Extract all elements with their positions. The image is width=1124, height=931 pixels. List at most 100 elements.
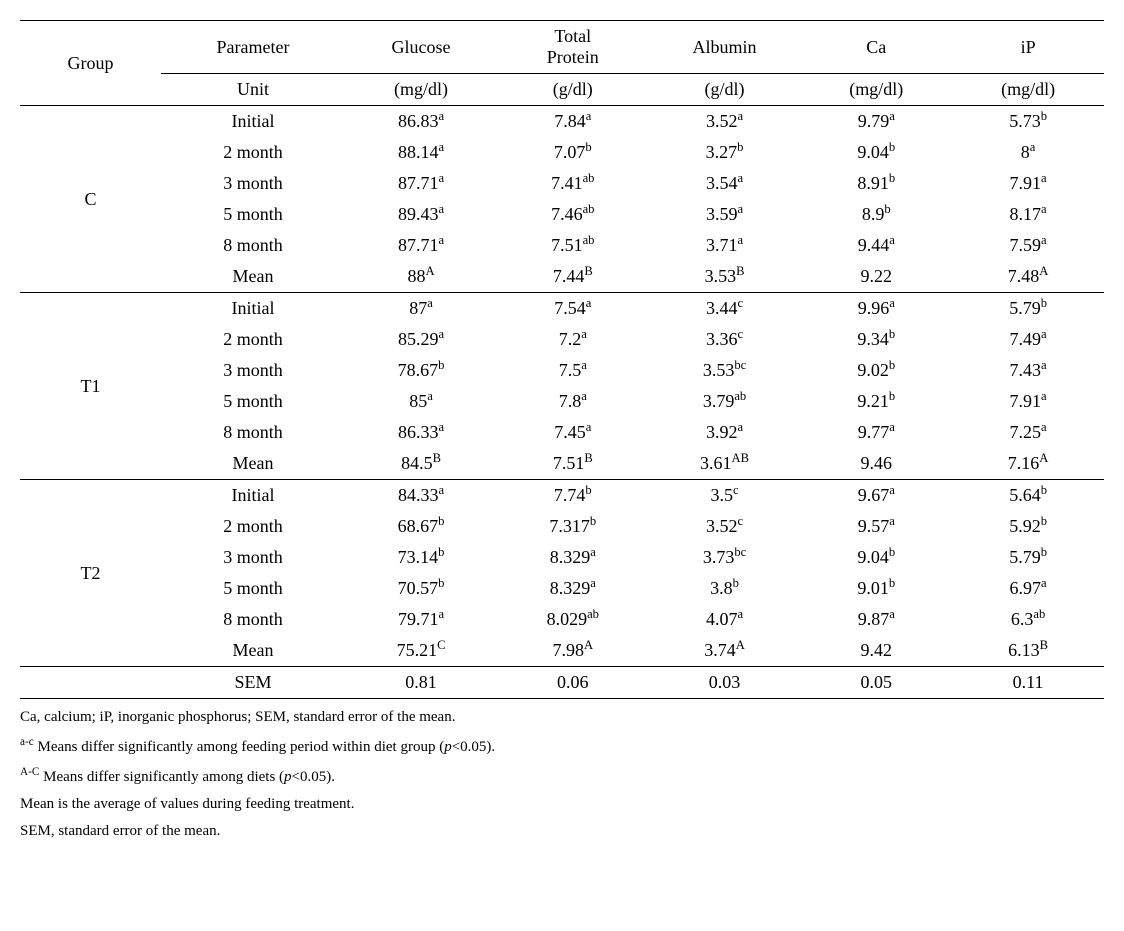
superscript: A [1039, 451, 1048, 465]
superscript: a [1041, 171, 1047, 185]
data-cell: 7.07b [497, 137, 649, 168]
superscript: a [889, 607, 895, 621]
superscript: a [439, 483, 445, 497]
superscript: a [889, 296, 895, 310]
superscript: b [1041, 483, 1047, 497]
footnotes: Ca, calcium; iP, inorganic phosphorus; S… [20, 709, 1104, 840]
row-label: Mean [161, 448, 345, 480]
row-label: 8 month [161, 417, 345, 448]
data-cell: 8.91b [800, 168, 952, 199]
superscript: a [1041, 233, 1047, 247]
footnote-3-p: p [284, 769, 292, 785]
superscript: a [427, 389, 433, 403]
superscript: C [437, 638, 445, 652]
data-cell: 84.5B [345, 448, 497, 480]
data-cell: 85a [345, 386, 497, 417]
footnote-2-text: Means differ significantly among feeding… [34, 739, 444, 755]
superscript: a [586, 296, 592, 310]
data-cell: 5.79b [952, 542, 1104, 573]
data-cell: 8.329a [497, 573, 649, 604]
superscript: a [439, 171, 445, 185]
superscript: c [738, 327, 744, 341]
table-row: CInitial86.83a7.84a3.52a9.79a5.73b [20, 106, 1104, 138]
superscript: b [585, 483, 591, 497]
header-unit-3: (mg/dl) [800, 74, 952, 106]
superscript: a [439, 607, 445, 621]
data-cell: 8.17a [952, 199, 1104, 230]
row-label: 8 month [161, 230, 345, 261]
superscript: b [889, 545, 895, 559]
row-label: 3 month [161, 355, 345, 386]
data-cell: 7.74b [497, 480, 649, 512]
footnote-3-sup: A-C [20, 766, 39, 778]
superscript: a [738, 420, 744, 434]
sem-cell: 0.06 [497, 667, 649, 699]
superscript: a [439, 327, 445, 341]
data-cell: 86.33a [345, 417, 497, 448]
header-col-4: iP [952, 21, 1104, 74]
data-cell: 3.44c [649, 293, 801, 325]
data-cell: 5.92b [952, 511, 1104, 542]
data-cell: 7.44B [497, 261, 649, 293]
data-cell: 88.14a [345, 137, 497, 168]
footnote-1: Ca, calcium; iP, inorganic phosphorus; S… [20, 709, 1104, 726]
row-label: 8 month [161, 604, 345, 635]
table-row: 8 month79.71a8.029ab4.07a9.87a6.3ab [20, 604, 1104, 635]
footnote-3-text: Means differ significantly among diets ( [39, 769, 284, 785]
data-cell: 7.2a [497, 324, 649, 355]
data-cell: 3.61AB [649, 448, 801, 480]
data-cell: 3.74A [649, 635, 801, 667]
sem-cell: 0.05 [800, 667, 952, 699]
superscript: a [581, 358, 587, 372]
superscript: c [738, 296, 744, 310]
data-cell: 9.44a [800, 230, 952, 261]
superscript: a [590, 576, 596, 590]
header-parameter: Parameter [161, 21, 345, 74]
footnote-2-sup: a-c [20, 736, 34, 748]
data-cell: 9.01b [800, 573, 952, 604]
superscript: a [586, 109, 592, 123]
data-cell: 79.71a [345, 604, 497, 635]
data-cell: 9.46 [800, 448, 952, 480]
superscript: b [438, 514, 444, 528]
table-row: T1Initial87a7.54a3.44c9.96a5.79b [20, 293, 1104, 325]
data-cell: 8.329a [497, 542, 649, 573]
data-cell: 7.45a [497, 417, 649, 448]
data-cell: 85.29a [345, 324, 497, 355]
superscript: ab [583, 171, 595, 185]
data-cell: 7.8a [497, 386, 649, 417]
superscript: a [439, 233, 445, 247]
header-unit-2: (g/dl) [649, 74, 801, 106]
superscript: bc [734, 358, 746, 372]
sem-cell: 0.11 [952, 667, 1104, 699]
superscript: a [1041, 202, 1047, 216]
superscript: b [737, 140, 743, 154]
superscript: a [1041, 420, 1047, 434]
superscript: a [738, 233, 744, 247]
row-label: Mean [161, 635, 345, 667]
footnote-4: Mean is the average of values during fee… [20, 796, 1104, 813]
superscript: B [584, 264, 592, 278]
superscript: b [884, 202, 890, 216]
superscript: a [427, 296, 433, 310]
data-cell: 70.57b [345, 573, 497, 604]
superscript: a [738, 202, 744, 216]
data-cell: 9.04b [800, 542, 952, 573]
data-cell: 3.54a [649, 168, 801, 199]
empty-cell [20, 667, 161, 699]
superscript: B [736, 264, 744, 278]
footnote-5: SEM, standard error of the mean. [20, 823, 1104, 840]
sem-cell: 0.81 [345, 667, 497, 699]
data-cell: 7.317b [497, 511, 649, 542]
header-col-3: Ca [800, 21, 952, 74]
data-cell: 3.27b [649, 137, 801, 168]
table-row: 2 month68.67b7.317b3.52c9.57a5.92b [20, 511, 1104, 542]
data-cell: 7.51ab [497, 230, 649, 261]
header-col-0: Glucose [345, 21, 497, 74]
superscript: b [733, 576, 739, 590]
superscript: b [889, 389, 895, 403]
data-cell: 9.96a [800, 293, 952, 325]
table-row: 8 month87.71a7.51ab3.71a9.44a7.59a [20, 230, 1104, 261]
data-cell: 7.51B [497, 448, 649, 480]
superscript: A [1039, 264, 1048, 278]
